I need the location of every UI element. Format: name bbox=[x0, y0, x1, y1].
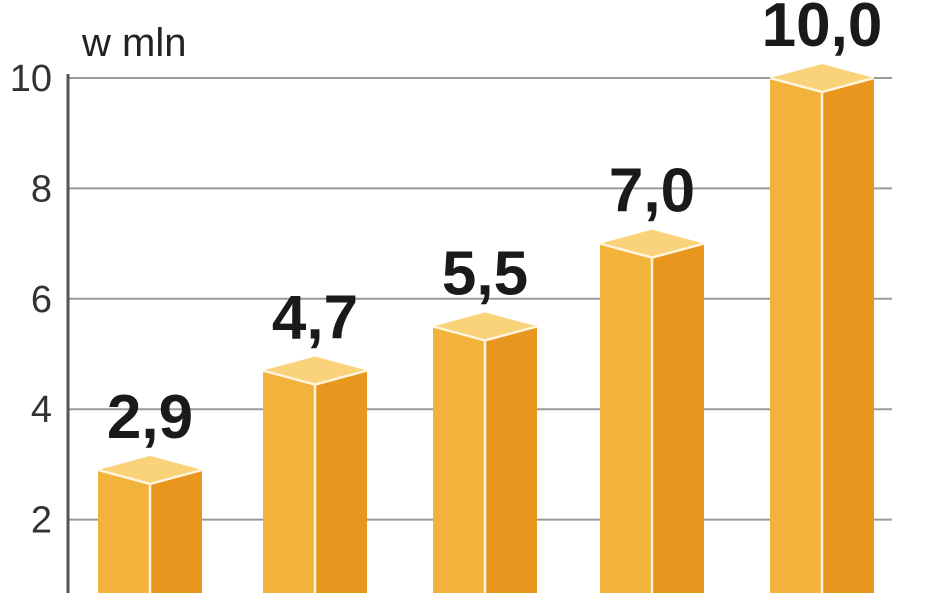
bar-front-face bbox=[770, 78, 822, 593]
bar-front-face bbox=[263, 370, 315, 593]
bar-front-face bbox=[433, 326, 485, 593]
bar-side-face bbox=[150, 469, 202, 593]
bar-side-face bbox=[822, 78, 874, 593]
bar-front-face bbox=[98, 469, 150, 593]
y-axis: 2 4 6 8 10 bbox=[10, 58, 70, 593]
bar-side-face bbox=[485, 326, 537, 593]
bar bbox=[599, 229, 705, 593]
bar bbox=[262, 356, 368, 593]
value-labels: 2,9 4,7 5,5 7,0 10,0 bbox=[107, 0, 882, 452]
y-tick-label: 6 bbox=[31, 279, 52, 321]
bar-value-label: 10,0 bbox=[762, 0, 883, 60]
bar-value-label: 2,9 bbox=[107, 383, 193, 452]
bar-side-face bbox=[315, 370, 367, 593]
bar-front-face bbox=[600, 243, 652, 593]
y-tick-label: 2 bbox=[31, 500, 52, 542]
bar-side-face bbox=[652, 243, 704, 593]
y-tick-label: 8 bbox=[31, 168, 52, 210]
bar-value-label: 4,7 bbox=[272, 284, 358, 353]
bar bbox=[97, 455, 203, 593]
y-tick-label: 10 bbox=[10, 58, 52, 100]
bar bbox=[769, 64, 875, 593]
unit-label: w mln bbox=[81, 21, 186, 65]
y-tick-label: 4 bbox=[31, 389, 52, 431]
bar bbox=[432, 312, 538, 593]
bar-value-label: 5,5 bbox=[442, 239, 528, 308]
bar-value-label: 7,0 bbox=[609, 157, 695, 226]
bars bbox=[97, 64, 875, 593]
grid-lines bbox=[68, 77, 892, 521]
